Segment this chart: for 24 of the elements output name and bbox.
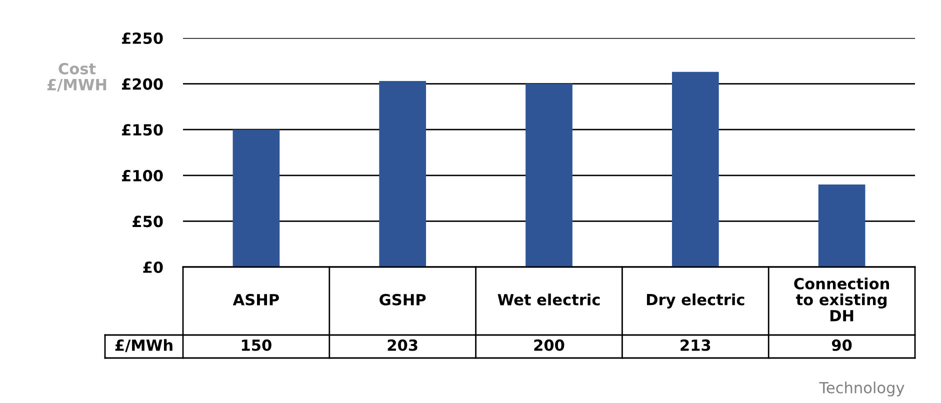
- y-tick-label: £100: [122, 170, 163, 182]
- bar: [232, 130, 280, 267]
- text: £/MWh: [115, 339, 172, 352]
- bar: [672, 72, 719, 267]
- bar: [379, 81, 426, 267]
- x-tick-label: ASHP: [232, 294, 279, 306]
- y-tick-label: £50: [132, 216, 163, 228]
- y-tick-label: £250: [122, 32, 163, 44]
- bar: [818, 184, 866, 267]
- data-label: 90: [832, 339, 852, 351]
- x-axis-title: Technology: [819, 382, 904, 396]
- x-tick-label: Connection to existing DH: [794, 278, 889, 322]
- y-axis-title: Cost £/MWH: [47, 62, 106, 92]
- data-label: 213: [680, 339, 710, 351]
- data-label: 150: [242, 339, 272, 351]
- bar: [526, 84, 572, 267]
- x-tick-label: Dry electric: [646, 294, 744, 308]
- x-tick-label: Wet electric: [498, 294, 600, 306]
- y-tick-label: £200: [122, 78, 163, 90]
- data-label: 203: [388, 339, 418, 351]
- data-label: 200: [534, 339, 564, 351]
- x-tick-label: GSHP: [380, 294, 426, 306]
- y-tick-label: £150: [122, 124, 163, 136]
- y-tick-label: £0: [143, 261, 163, 274]
